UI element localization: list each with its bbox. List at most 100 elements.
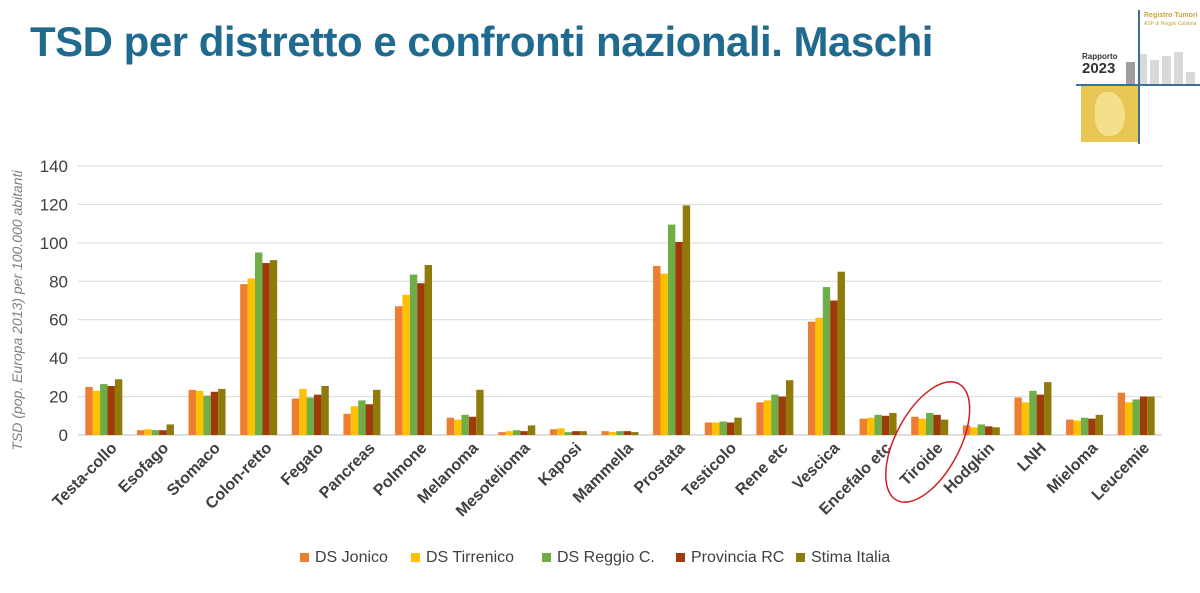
bar (815, 317, 823, 435)
bar (918, 418, 927, 435)
bar (151, 430, 160, 435)
bar (822, 287, 831, 435)
bar (719, 421, 727, 435)
legend-label: DS Reggio C. (557, 549, 655, 566)
y-tick-label: 0 (59, 426, 68, 445)
legend-swatch (411, 553, 420, 562)
bar (866, 417, 875, 435)
bar (1139, 396, 1148, 435)
bar (269, 260, 278, 435)
legend-label: Provincia RC (691, 549, 784, 566)
legend-swatch (676, 553, 685, 562)
bar (402, 294, 410, 435)
bar (874, 414, 882, 435)
page-title: TSD per distretto e confronti nazionali.… (30, 18, 933, 65)
bar (313, 394, 322, 435)
bar (254, 252, 263, 435)
x-tick-label: Kaposi (535, 440, 585, 490)
bar (358, 400, 366, 435)
bar (660, 273, 668, 435)
bar (100, 384, 108, 435)
bar (85, 386, 93, 435)
bar (299, 388, 307, 435)
bar (712, 422, 720, 435)
bar (616, 431, 624, 435)
bar (704, 422, 713, 435)
bar (889, 412, 897, 435)
bar (1066, 419, 1074, 435)
x-tick-label: Rene etc (732, 440, 791, 499)
bar (520, 431, 528, 435)
y-tick-label: 100 (40, 234, 68, 253)
bar (1080, 417, 1089, 435)
bar (262, 263, 270, 435)
bar (498, 432, 506, 435)
bar (837, 271, 845, 435)
bar (395, 306, 403, 435)
bar (778, 396, 786, 435)
logo-report-label: Rapporto (1082, 52, 1118, 61)
y-tick-label: 40 (49, 349, 68, 368)
legend-swatch (300, 553, 309, 562)
bar (1029, 390, 1037, 435)
bar (454, 419, 462, 435)
bar (785, 380, 794, 435)
bar (608, 432, 617, 435)
bar (911, 416, 919, 435)
x-tick-label: LNH (1015, 440, 1050, 475)
x-tick-label: Pancreas (316, 440, 378, 502)
bar (1132, 399, 1140, 435)
bar (424, 264, 433, 435)
bar (1117, 392, 1126, 435)
bar (188, 389, 196, 435)
bar (977, 424, 986, 435)
bar (350, 406, 359, 435)
highlight-ellipse (885, 381, 971, 503)
y-tick-label: 140 (40, 157, 68, 176)
bar (144, 429, 152, 435)
bar (291, 398, 300, 435)
bar (601, 431, 609, 435)
bar (763, 400, 772, 435)
y-tick-label: 80 (49, 272, 68, 291)
bar (933, 414, 941, 435)
bar (940, 419, 949, 435)
bar (667, 224, 676, 435)
x-tick-label: Fegato (278, 440, 327, 489)
legend-label: DS Tirrenico (426, 549, 514, 566)
bar (675, 241, 683, 435)
logo-registry-name: Registro Tumori (1144, 12, 1198, 19)
x-tick-label: Testicolo (679, 440, 740, 501)
bar (1088, 418, 1096, 435)
legend-label: DS Jonico (315, 549, 388, 566)
bar (513, 430, 521, 435)
logo-registry-sub: ASP di Reggio Calabria (1144, 21, 1197, 27)
legend-swatch (796, 553, 805, 562)
bar (195, 390, 204, 435)
bar (734, 417, 742, 435)
bar (476, 389, 484, 435)
logo-map-graphic (1081, 86, 1138, 142)
bar (365, 404, 374, 435)
bar (1044, 382, 1052, 435)
bar (564, 432, 573, 435)
bar (1125, 402, 1133, 435)
bar (240, 284, 248, 435)
bar (549, 429, 558, 435)
y-tick-label: 120 (40, 195, 68, 214)
bar (653, 265, 661, 435)
bar (446, 417, 455, 435)
bar (1095, 414, 1104, 435)
bar (166, 424, 174, 435)
bar (247, 278, 255, 435)
bar (527, 425, 536, 435)
bar (557, 428, 565, 435)
bar (572, 431, 580, 435)
bar (107, 386, 115, 435)
bar (579, 431, 587, 435)
bar (756, 402, 764, 435)
bar (1014, 397, 1022, 435)
bar (92, 390, 101, 435)
bar (468, 416, 477, 435)
bar (830, 300, 838, 435)
